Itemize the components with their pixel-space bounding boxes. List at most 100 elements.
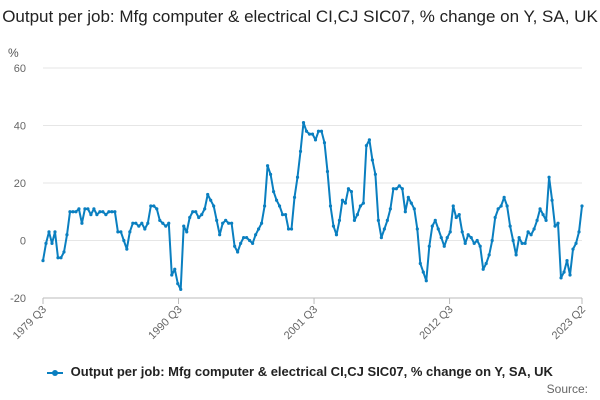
data-point[interactable] <box>319 129 324 133</box>
data-point[interactable] <box>277 204 282 208</box>
data-point[interactable] <box>562 270 566 274</box>
data-point[interactable] <box>233 244 237 248</box>
data-point[interactable] <box>430 224 434 228</box>
data-point[interactable] <box>526 230 530 234</box>
data-point[interactable] <box>352 218 357 222</box>
data-point[interactable] <box>535 218 539 222</box>
data-point[interactable] <box>424 279 428 283</box>
data-point[interactable] <box>268 172 273 176</box>
data-point[interactable] <box>251 241 255 245</box>
data-point[interactable] <box>544 218 548 222</box>
data-point[interactable] <box>466 233 470 237</box>
data-point[interactable] <box>110 210 114 214</box>
data-point[interactable] <box>128 230 132 234</box>
data-point[interactable] <box>295 175 300 179</box>
data-point[interactable] <box>364 144 368 148</box>
data-point[interactable] <box>304 129 309 133</box>
data-point[interactable] <box>71 210 75 214</box>
data-point[interactable] <box>83 207 87 211</box>
data-point[interactable] <box>274 198 279 202</box>
data-point[interactable] <box>511 238 515 243</box>
data-point[interactable] <box>370 158 374 162</box>
data-point[interactable] <box>221 221 225 225</box>
data-point[interactable] <box>95 213 99 217</box>
data-point[interactable] <box>556 221 560 225</box>
data-point[interactable] <box>68 210 72 214</box>
data-point[interactable] <box>104 213 108 217</box>
data-point[interactable] <box>469 236 473 240</box>
data-point[interactable] <box>493 215 497 220</box>
data-point[interactable] <box>520 241 524 245</box>
data-point[interactable] <box>167 221 171 225</box>
data-point[interactable] <box>301 121 306 125</box>
data-point[interactable] <box>478 244 482 248</box>
data-point[interactable] <box>230 221 234 225</box>
data-point[interactable] <box>451 204 455 208</box>
data-point[interactable] <box>131 221 135 225</box>
data-point[interactable] <box>74 210 78 214</box>
data-point[interactable] <box>496 207 500 211</box>
data-point[interactable] <box>472 241 476 245</box>
data-point[interactable] <box>427 244 431 248</box>
data-point[interactable] <box>385 218 389 222</box>
data-point[interactable] <box>382 227 386 231</box>
data-point[interactable] <box>134 221 138 225</box>
data-point[interactable] <box>170 273 174 277</box>
data-point[interactable] <box>206 192 210 197</box>
data-point[interactable] <box>349 190 354 194</box>
data-point[interactable] <box>550 198 554 202</box>
data-point[interactable] <box>209 198 213 202</box>
data-point[interactable] <box>149 204 153 208</box>
data-point[interactable] <box>98 210 102 214</box>
data-point[interactable] <box>271 190 276 194</box>
data-point[interactable] <box>571 247 575 251</box>
data-point[interactable] <box>212 204 216 208</box>
data-point[interactable] <box>577 230 581 234</box>
data-point[interactable] <box>125 247 129 251</box>
data-point[interactable] <box>448 230 452 234</box>
data-point[interactable] <box>265 164 270 168</box>
data-point[interactable] <box>418 261 422 266</box>
data-point[interactable] <box>361 201 366 205</box>
data-point[interactable] <box>517 236 521 240</box>
data-point[interactable] <box>259 221 264 225</box>
data-point[interactable] <box>298 149 303 153</box>
data-point[interactable] <box>313 138 318 142</box>
data-point[interactable] <box>173 267 177 271</box>
data-point[interactable] <box>547 175 551 179</box>
data-point[interactable] <box>280 213 285 217</box>
data-point[interactable] <box>53 230 57 234</box>
data-point[interactable] <box>101 210 105 214</box>
data-point[interactable] <box>203 207 207 211</box>
data-point[interactable] <box>412 207 416 211</box>
data-point[interactable] <box>310 132 315 136</box>
data-point[interactable] <box>391 187 395 191</box>
data-point[interactable] <box>394 187 398 191</box>
data-point[interactable] <box>457 213 461 217</box>
data-point[interactable] <box>373 172 377 176</box>
data-point[interactable] <box>113 210 117 214</box>
data-point[interactable] <box>182 224 186 228</box>
data-point[interactable] <box>475 238 479 243</box>
data-point[interactable] <box>487 253 491 257</box>
data-point[interactable] <box>143 227 147 231</box>
data-point[interactable] <box>346 187 351 191</box>
data-point[interactable] <box>421 270 425 274</box>
data-point[interactable] <box>257 227 261 231</box>
data-point[interactable] <box>436 227 440 231</box>
data-point[interactable] <box>553 224 557 228</box>
data-point[interactable] <box>194 210 198 214</box>
data-point[interactable] <box>283 213 288 217</box>
data-point[interactable] <box>218 233 222 237</box>
data-point[interactable] <box>490 238 494 243</box>
data-point[interactable] <box>188 215 192 220</box>
data-point[interactable] <box>92 207 96 211</box>
data-point[interactable] <box>445 236 449 240</box>
data-point[interactable] <box>343 201 348 205</box>
legend[interactable]: Output per job: Mfg computer & electrica… <box>0 364 600 379</box>
data-point[interactable] <box>406 195 410 199</box>
data-point[interactable] <box>158 218 162 222</box>
data-point[interactable] <box>409 201 413 205</box>
series-line-layer[interactable] <box>41 121 584 291</box>
data-point[interactable] <box>397 184 401 188</box>
